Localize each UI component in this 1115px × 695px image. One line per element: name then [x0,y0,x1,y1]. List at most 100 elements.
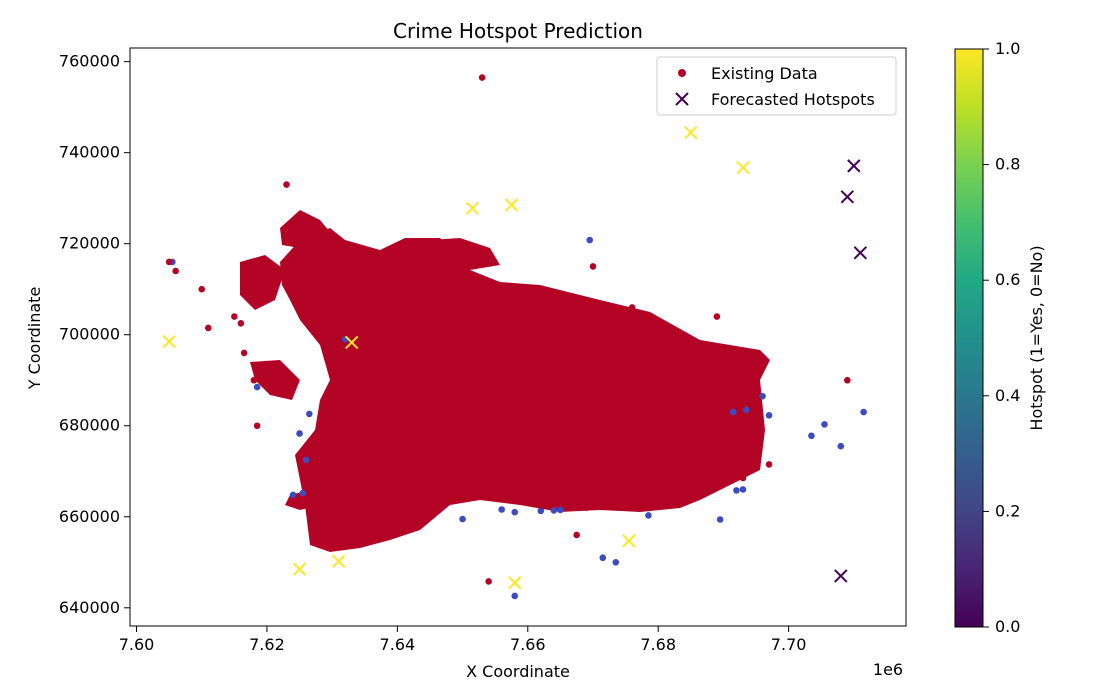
colorbar-tick-label: 0.2 [995,501,1020,520]
forecast-point-hotspot [508,576,522,590]
existing-point-hotspot [253,422,261,430]
x-tick-label: 7.60 [119,635,155,654]
existing-data-points [165,74,867,600]
existing-point-nonhotspot [299,489,307,497]
existing-point-hotspot [165,258,173,266]
colorbar-tick-label: 0.8 [995,155,1020,174]
x-axis-label: X Coordinate [466,662,570,681]
existing-point-hotspot [720,386,727,393]
existing-point-hotspot [537,502,545,509]
y-tick-label: 700000 [59,325,120,344]
existing-point-hotspot [628,304,636,311]
existing-point-nonhotspot [765,411,773,419]
existing-point-nonhotspot [716,516,724,523]
existing-point-hotspot [713,313,721,320]
existing-point-hotspot [231,313,238,320]
x-tick-label: 7.70 [771,635,807,654]
forecast-point-hotspot [465,201,480,215]
existing-point-hotspot [328,299,336,307]
x-axis-ticks: 7.60 7.62 7.64 7.66 7.68 7.70 [119,626,807,654]
existing-point-nonhotspot [289,491,297,499]
y-axis-label: Y Coordinate [25,287,44,391]
forecast-point-hotspot [736,160,750,175]
existing-point-nonhotspot [860,408,867,416]
existing-point-nonhotspot [733,487,740,494]
existing-point-nonhotspot [550,507,558,514]
colorbar-gradient [954,48,984,628]
colorbar-tick-label: 0.4 [995,386,1020,405]
y-tick-label: 680000 [59,416,120,435]
forecast-point-hotspot [292,562,307,576]
forecasted-hotspot-points [162,125,868,590]
existing-point-hotspot [628,502,636,509]
y-tick-label: 640000 [59,598,120,617]
chart-title: Crime Hotspot Prediction [393,19,643,43]
existing-point-hotspot [573,531,580,539]
existing-point-nonhotspot [511,592,519,600]
existing-point-hotspot [746,413,753,420]
forecast-point-hotspot [331,554,346,569]
existing-point-nonhotspot [296,430,303,437]
existing-point-hotspot [322,235,329,243]
legend-marker-forecast [675,92,689,106]
colorbar: 0.0 0.2 0.4 0.6 0.8 1.0 Hotspot (1=Yes, 0=No) [954,39,1046,636]
x-offset-label: 1e6 [873,660,903,679]
existing-point-nonhotspot [459,515,466,523]
existing-point-hotspot [198,285,206,293]
colorbar-label: Hotspot (1=Yes, 0=No) [1027,245,1046,430]
existing-point-nonhotspot [645,512,652,519]
y-axis-ticks: 640000 660000 680000 700000 720000 740000 7600… [59,52,130,617]
existing-point-nonhotspot [302,456,310,464]
x-tick-label: 7.66 [510,635,546,654]
forecast-point-hotspot [162,334,176,349]
existing-point-nonhotspot [599,554,607,562]
legend-box [656,56,897,116]
existing-point-nonhotspot [808,432,815,440]
existing-point-hotspot [478,74,486,81]
existing-point-nonhotspot [586,236,594,244]
colorbar-tick-label: 0.0 [995,617,1020,636]
plot-frame [129,47,907,627]
existing-point-hotspot [583,376,590,384]
legend: Existing Data Forecasted Hotspots [656,56,897,116]
existing-point-hotspot [485,578,492,585]
forecast-point-nonhotspot [853,246,868,260]
legend-marker-existing [678,69,686,77]
forecast-point-hotspot [504,198,519,212]
existing-point-nonhotspot [759,392,766,400]
y-tick-label: 760000 [59,52,120,71]
existing-point-nonhotspot [537,507,545,515]
existing-point-hotspot [583,504,590,511]
y-tick-label: 740000 [59,143,120,162]
x-tick-label: 7.68 [640,635,676,654]
forecast-point-hotspot [622,534,636,548]
existing-point-hotspot [283,181,290,188]
existing-point-nonhotspot [306,410,313,418]
existing-point-nonhotspot [511,508,519,516]
existing-point-hotspot [172,267,179,275]
y-tick-label: 720000 [59,234,120,253]
existing-point-nonhotspot [729,408,737,416]
existing-data-dense-cloud [240,210,770,552]
existing-point-nonhotspot [739,486,747,493]
existing-point-nonhotspot [557,506,564,514]
existing-point-hotspot [237,320,245,327]
existing-point-nonhotspot [837,442,845,450]
existing-point-nonhotspot [498,506,505,513]
forecast-point-nonhotspot [840,190,855,204]
existing-point-hotspot [844,376,851,384]
existing-point-nonhotspot [821,421,828,428]
colorbar-tick-label: 0.6 [995,270,1020,289]
existing-point-hotspot [667,335,675,343]
existing-point-hotspot [204,324,212,332]
existing-point-nonhotspot [612,558,620,566]
existing-point-nonhotspot [253,383,261,391]
existing-point-nonhotspot [742,406,750,414]
legend-label-existing: Existing Data [711,64,818,83]
existing-point-hotspot [250,376,258,384]
colorbar-tick-label: 1.0 [995,39,1020,58]
existing-point-hotspot [367,536,375,543]
forecast-point-nonhotspot [834,569,848,583]
y-tick-label: 660000 [59,507,120,526]
